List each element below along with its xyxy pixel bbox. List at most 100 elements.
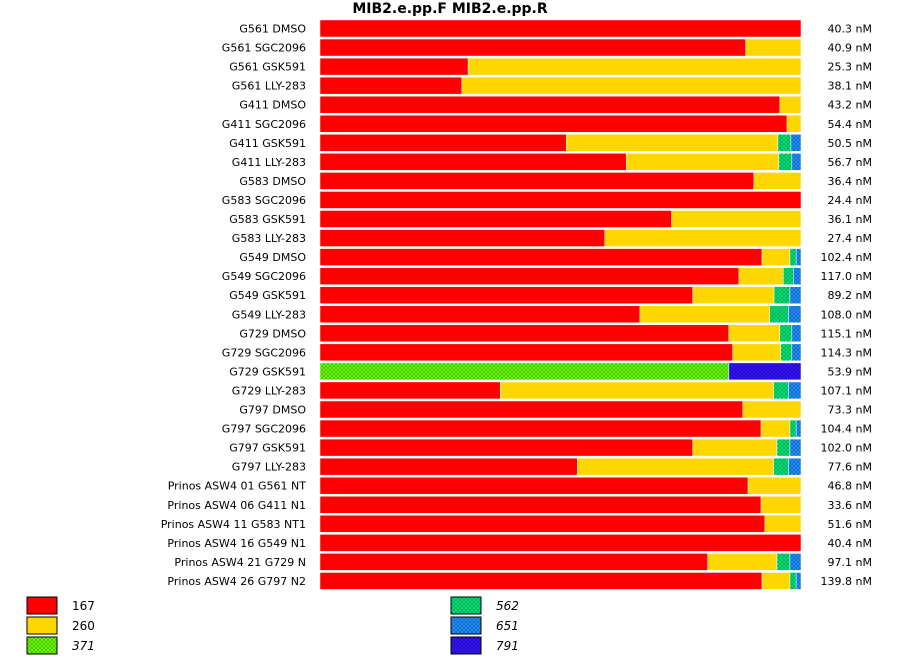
value-label: 38.1 nM: [828, 80, 872, 93]
bar-segment-167: [319, 515, 766, 533]
row-label: G797 DMSO: [239, 404, 306, 417]
bar-segment-167: [319, 381, 501, 400]
bar-segment-167: [319, 286, 694, 304]
row-label: Prinos ASW4 26 G797 N2: [167, 575, 306, 588]
row-label: G729 SGC2096: [222, 346, 306, 359]
bar-row: G549 DMSO 102.4 nM: [239, 248, 872, 266]
bar-row: G729 GSK591 53.9 nM: [229, 362, 872, 381]
bar-segment-562: [778, 153, 793, 171]
bar-row: Prinos ASW4 26 G797 N2 139.8 nM: [167, 572, 872, 590]
bar-row: G583 GSK591 36.1 nM: [229, 210, 872, 228]
bar-row: G549 SGC2096 117.0 nM: [222, 267, 872, 285]
bar-segment-260: [500, 381, 774, 400]
bar-segment-167: [319, 19, 802, 38]
bar-segment-167: [319, 229, 605, 247]
bar-segment-651: [789, 286, 802, 304]
bar-segment-260: [604, 229, 802, 247]
bar-row: G583 DMSO 36.4 nM: [239, 172, 872, 190]
bar-segment-167: [319, 343, 733, 362]
row-label: Prinos ASW4 21 G729 N: [174, 556, 306, 569]
bar-segment-651: [788, 457, 802, 476]
row-label: G729 LLY-283: [232, 384, 306, 397]
value-label: 24.4 nM: [828, 194, 872, 207]
bar-row: G797 SGC2096 104.4 nM: [222, 419, 872, 438]
bar-segment-651: [788, 381, 802, 400]
row-label: G561 GSK591: [229, 61, 306, 74]
bar-row: G729 LLY-283 107.1 nM: [232, 381, 872, 400]
bar-segment-167: [319, 76, 463, 95]
row-label: G411 SGC2096: [222, 118, 306, 131]
row-label: G549 LLY-283: [232, 308, 306, 321]
bar-segment-260: [760, 496, 802, 514]
bar-segment-260: [577, 457, 774, 476]
bar-row: G797 DMSO 73.3 nM: [239, 400, 872, 419]
bar-row: Prinos ASW4 21 G729 N 97.1 nM: [174, 553, 872, 571]
row-label: G583 DMSO: [239, 175, 306, 188]
value-label: 36.4 nM: [828, 175, 872, 188]
bar-segment-167: [319, 419, 762, 438]
value-label: 104.4 nM: [821, 423, 872, 436]
bar-row: G411 GSK591 50.5 nM: [229, 134, 872, 152]
value-label: 51.6 nM: [828, 518, 872, 531]
bar-segment-562: [780, 343, 793, 362]
bar-row: G561 GSK591 25.3 nM: [229, 57, 872, 76]
bar-segment-651: [788, 305, 802, 323]
bar-segment-562: [789, 419, 797, 438]
bar-segment-562: [769, 305, 789, 323]
value-label: 56.7 nM: [828, 156, 872, 169]
legend-swatch: [450, 636, 482, 655]
row-label: G797 GSK591: [229, 442, 306, 455]
bar-segment-651: [795, 419, 802, 438]
bar-segment-562: [776, 438, 791, 457]
bar-segment-167: [319, 38, 746, 57]
bar-row: G583 LLY-283 27.4 nM: [232, 229, 872, 247]
value-label: 102.0 nM: [821, 442, 872, 455]
row-label: G583 SGC2096: [222, 194, 306, 207]
value-label: 117.0 nM: [821, 270, 872, 283]
bar-segment-260: [467, 57, 802, 76]
bar-segment-167: [319, 267, 740, 285]
bar-segment-651: [789, 553, 802, 571]
bar-segment-167: [319, 553, 708, 571]
bar-segment-260: [626, 153, 780, 171]
bar-segment-260: [692, 286, 775, 304]
legend-label: 167: [72, 599, 95, 613]
bar-segment-260: [760, 419, 791, 438]
bar-segment-167: [319, 248, 763, 266]
bar-segment-260: [728, 324, 781, 343]
bar-row: G583 SGC2096 24.4 nM: [222, 191, 872, 209]
bar-row: G549 GSK591 89.2 nM: [229, 286, 872, 304]
bar-segment-562: [789, 572, 797, 590]
bar-segment-260: [761, 572, 791, 590]
bar-segment-260: [639, 305, 770, 323]
value-label: 36.1 nM: [828, 213, 872, 226]
bar-segment-260: [738, 267, 784, 285]
row-label: G411 LLY-283: [232, 156, 306, 169]
row-label: Prinos ASW4 16 G549 N1: [167, 537, 306, 550]
legend-entry: 260: [26, 616, 95, 635]
bar-segment-260: [761, 248, 791, 266]
value-label: 108.0 nM: [821, 308, 872, 321]
row-label: G561 DMSO: [239, 23, 306, 36]
value-label: 73.3 nM: [828, 404, 872, 417]
bar-segment-651: [791, 153, 802, 171]
legend-label: 791: [496, 639, 519, 653]
bar-segment-562: [789, 248, 797, 266]
bar-segment-167: [319, 115, 788, 133]
value-label: 40.4 nM: [828, 537, 872, 550]
value-label: 43.2 nM: [828, 99, 872, 112]
row-label: G549 SGC2096: [222, 270, 306, 283]
bar-row: Prinos ASW4 06 G411 N1 33.6 nM: [167, 496, 872, 514]
bar-row: G561 SGC2096 40.9 nM: [222, 38, 872, 57]
bar-segment-562: [777, 134, 792, 152]
bar-segment-260: [747, 476, 802, 495]
row-label: G549 DMSO: [239, 251, 306, 264]
value-label: 139.8 nM: [821, 575, 872, 588]
bar-segment-167: [319, 153, 627, 171]
bar-segment-562: [773, 286, 791, 304]
bar-segment-167: [319, 457, 578, 476]
row-label: G797 SGC2096: [222, 423, 306, 436]
bar-segment-167: [319, 324, 730, 343]
